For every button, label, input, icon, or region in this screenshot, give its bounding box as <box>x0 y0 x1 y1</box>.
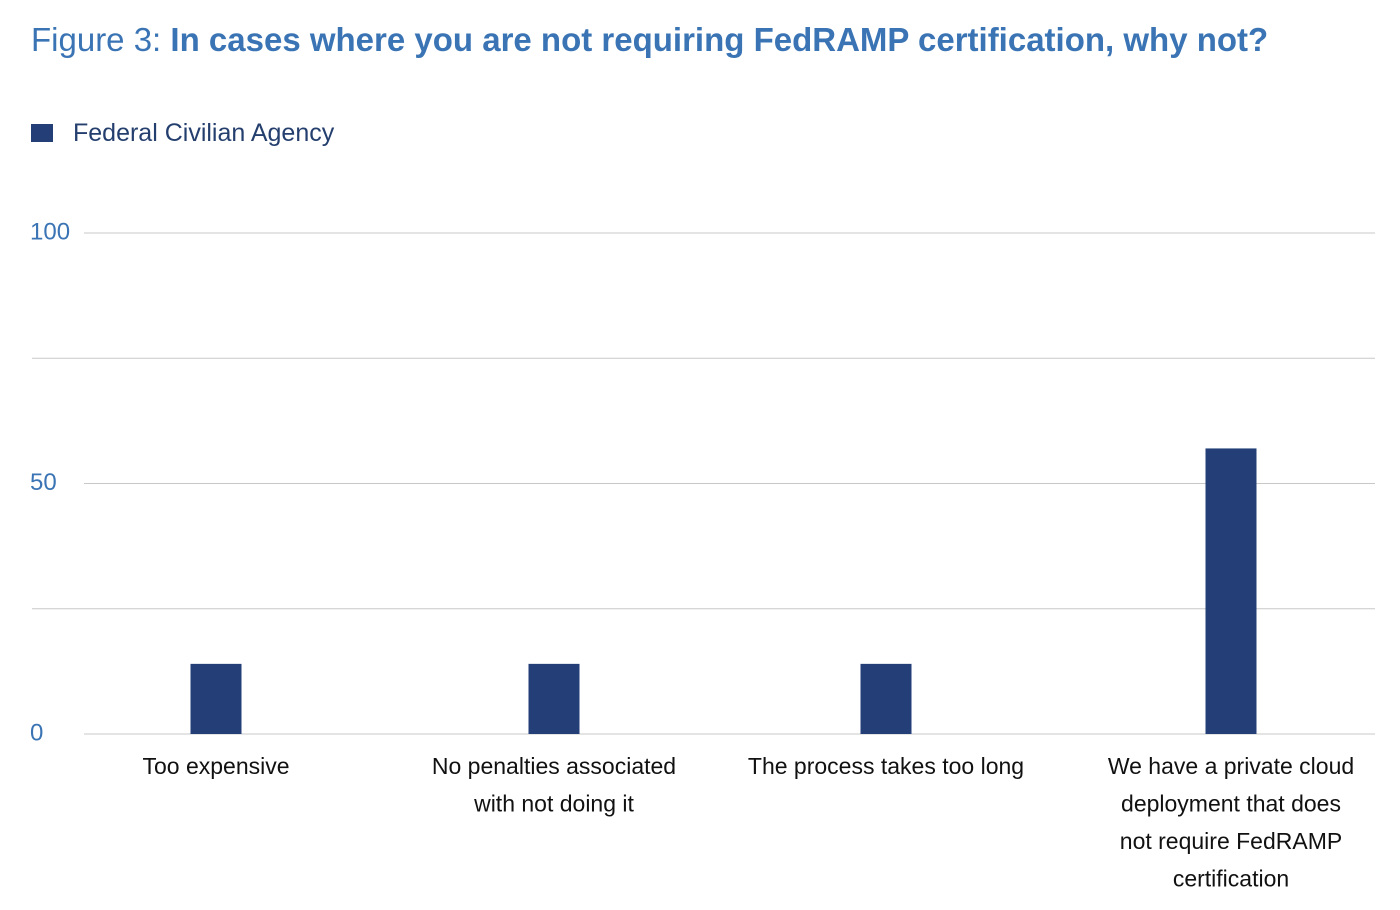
legend: Federal Civilian Agency <box>31 115 334 151</box>
x-category-label: No penalties associated with not doing it <box>432 753 676 817</box>
x-category-label-line: with not doing it <box>473 791 634 817</box>
x-category-label: We have a private cloud deployment that d… <box>1108 753 1354 892</box>
y-tick-label: 100 <box>30 218 70 245</box>
figure-title: In cases where you are not requiring Fed… <box>170 21 1269 58</box>
legend-label: Federal Civilian Agency <box>73 118 335 147</box>
x-category-label-line: deployment that does <box>1121 791 1341 817</box>
x-category-label-line: We have a private cloud <box>1108 753 1354 779</box>
bar <box>528 663 580 734</box>
chart-title: Figure 3: In cases where you are not req… <box>31 18 1268 62</box>
bar <box>860 663 912 734</box>
x-category-label-line: certification <box>1173 866 1289 892</box>
x-category-label-line: not require FedRAMP <box>1120 828 1342 854</box>
bar <box>1205 448 1257 734</box>
x-category-label-line: No penalties associated <box>432 753 676 779</box>
legend-swatch <box>31 124 53 142</box>
x-category-label: The process takes too long <box>748 753 1024 779</box>
y-tick-label: 50 <box>30 469 57 496</box>
y-tick-label: 0 <box>30 719 43 746</box>
x-category-label: Too expensive <box>142 753 289 779</box>
bar <box>190 663 242 734</box>
x-category-label-line: Too expensive <box>142 753 289 779</box>
x-category-label-line: The process takes too long <box>748 753 1024 779</box>
figure-number: Figure 3: <box>31 21 171 58</box>
